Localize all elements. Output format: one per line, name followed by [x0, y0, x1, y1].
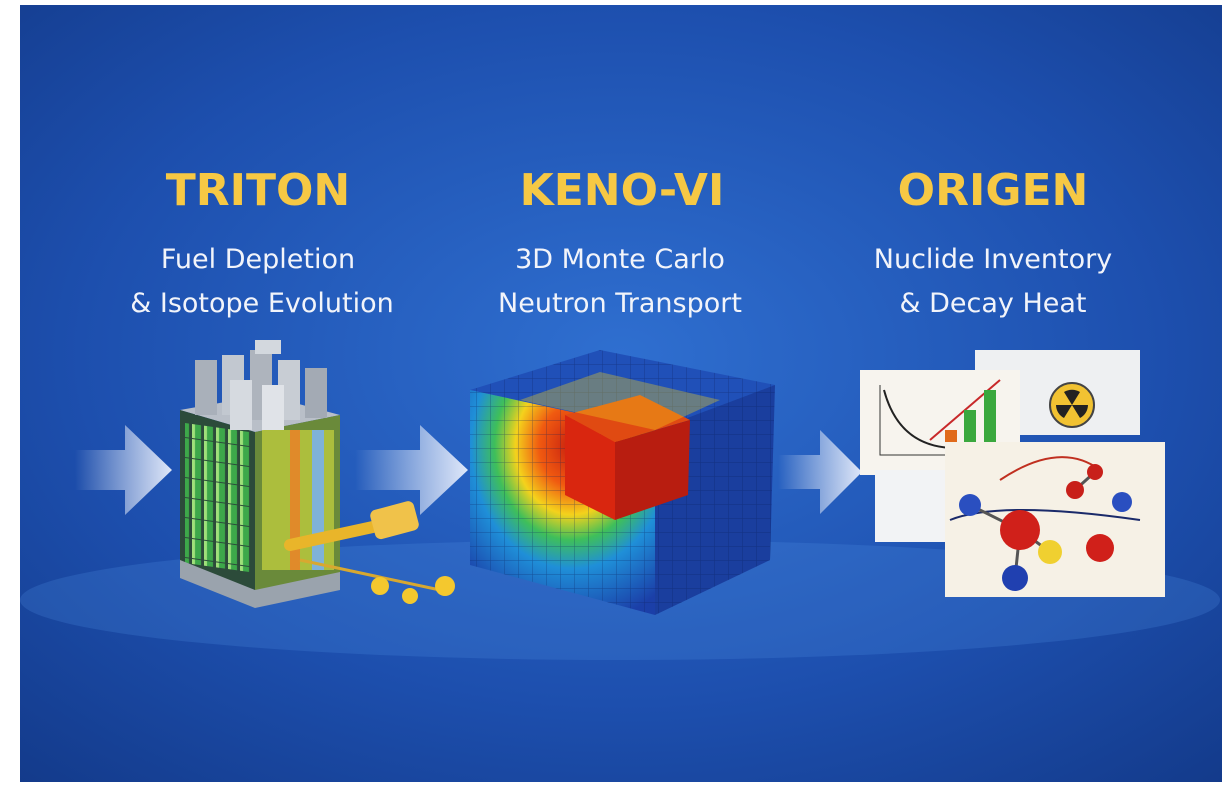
- panel-title: TRITON: [166, 165, 351, 216]
- panel-subtitle: 3D Monte Carlo: [515, 244, 725, 275]
- panel-subtitle: & Decay Heat: [899, 288, 1086, 319]
- panel-title: ORIGEN: [898, 165, 1089, 216]
- mesh-cube: [470, 350, 775, 615]
- fuel-assembly: [180, 340, 455, 608]
- panel-subtitle: & Isotope Evolution: [130, 288, 394, 319]
- panel-subtitle: Fuel Depletion: [161, 244, 355, 275]
- flow-arrow: [75, 425, 172, 515]
- panel-subtitle: Nuclide Inventory: [874, 244, 1112, 275]
- flow-arrow: [355, 425, 468, 515]
- panel-subtitle: Neutron Transport: [498, 288, 742, 319]
- panel-title: KENO-VI: [520, 165, 725, 216]
- chart-collage: [860, 350, 1165, 597]
- flow-arrow: [778, 430, 862, 514]
